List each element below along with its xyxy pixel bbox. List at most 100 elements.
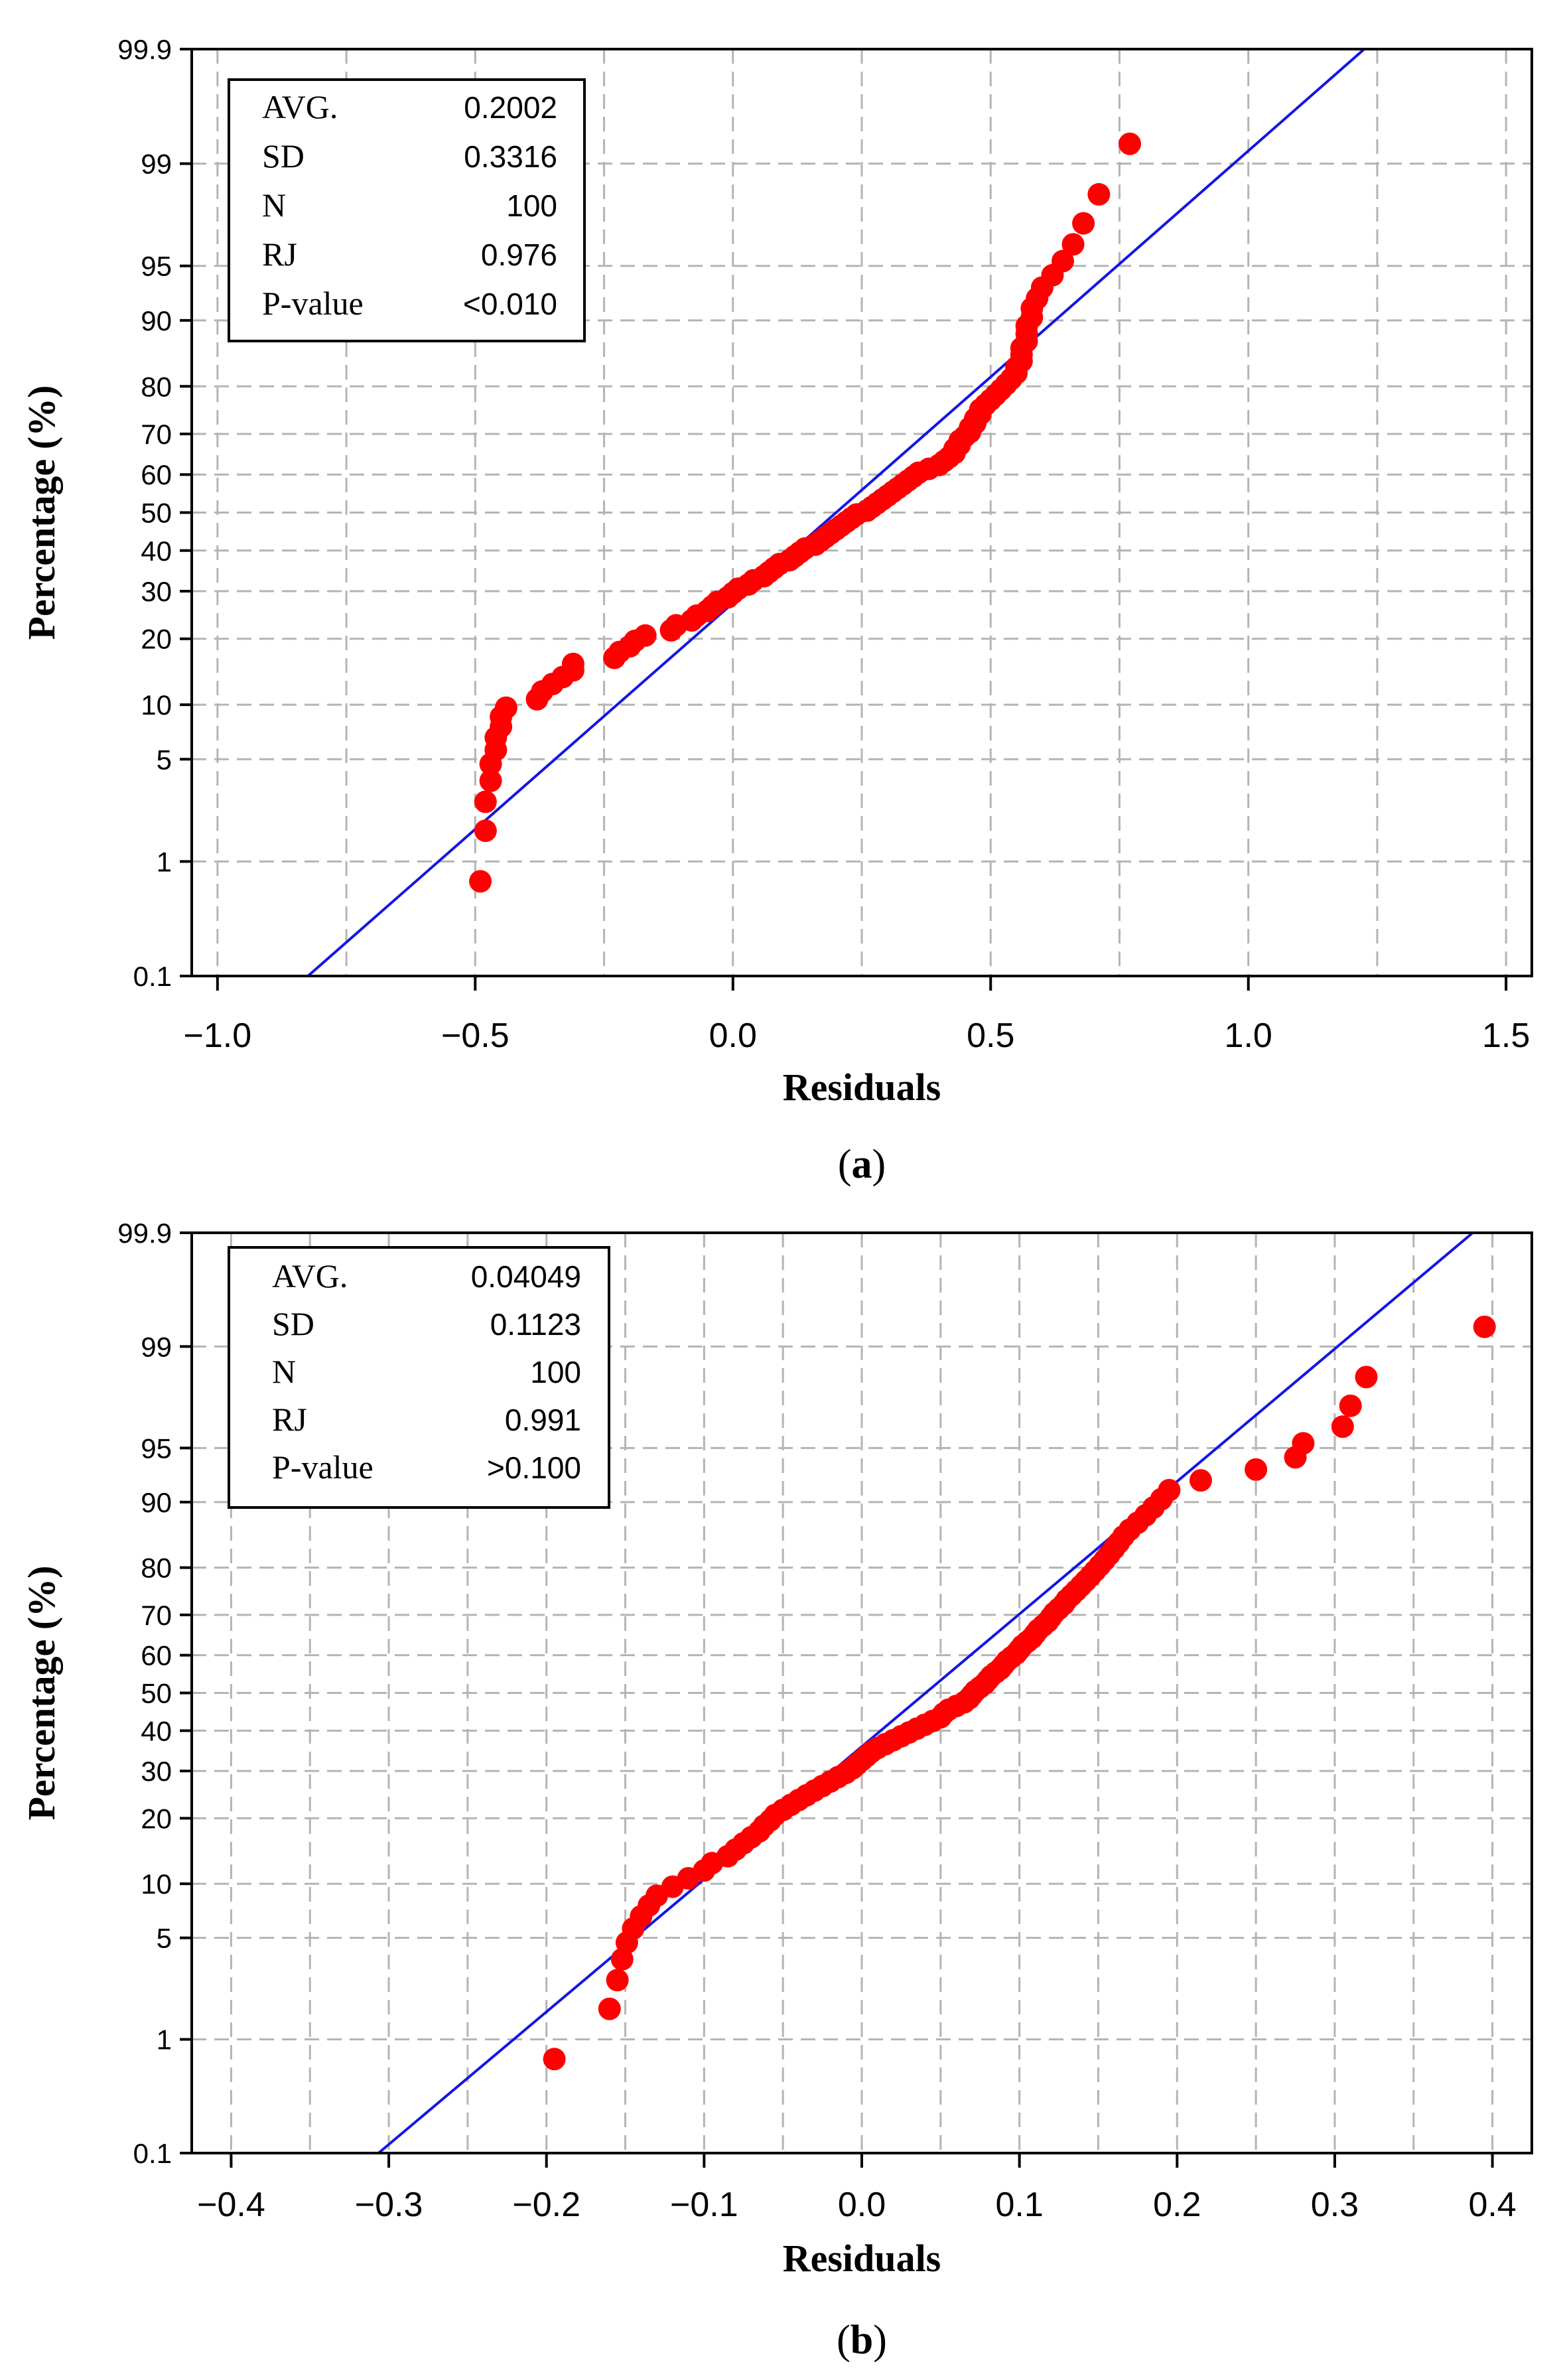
data-point [1339, 1394, 1362, 1417]
x-tick-label: 0.0 [709, 1016, 757, 1055]
y-tick-label: 90 [141, 1487, 172, 1518]
fit-line [377, 1233, 1474, 2153]
chart-panel-b: −0.4 −0.3 −0.2 −0.1 0.0 0.1 0.2 0.3 0.4 0.1 1 5 10 20… [20, 1218, 1533, 2363]
y-tick-label: 50 [141, 498, 172, 529]
data-point [1331, 1415, 1354, 1438]
data-point [561, 652, 584, 675]
stat-value: 100 [530, 1355, 581, 1389]
stat-label: SD [272, 1305, 314, 1342]
data-point [1355, 1365, 1378, 1389]
y-tick-label: 99.9 [117, 1218, 172, 1249]
y-tick-label: 5 [157, 1923, 172, 1954]
data-point [1061, 233, 1085, 256]
data-point [606, 1969, 629, 1992]
y-tick-label: 60 [141, 1640, 172, 1671]
y-tick-label: 10 [141, 1868, 172, 1900]
data-point [1158, 1478, 1181, 1502]
x-tick-label: −0.5 [441, 1016, 510, 1055]
x-tick-label: −0.4 [197, 2186, 265, 2224]
grid [192, 48, 1532, 977]
data-point [634, 624, 657, 647]
data-point [469, 870, 492, 893]
stat-value: 100 [506, 188, 557, 223]
y-tick-label: 99 [141, 149, 172, 180]
x-axis-label: Residuals [783, 2237, 941, 2280]
y-tick-label: 30 [141, 576, 172, 607]
stat-value: 0.3316 [464, 139, 557, 174]
stat-label: AVG. [272, 1257, 348, 1295]
y-tick-label: 20 [141, 1803, 172, 1834]
stat-value: 0.2002 [464, 90, 557, 125]
y-tick-label: 60 [141, 459, 172, 490]
data-point [1245, 1458, 1268, 1481]
data-point [1189, 1469, 1212, 1492]
y-tick-label: 95 [141, 1433, 172, 1464]
x-tick-label: 1.0 [1225, 1016, 1272, 1055]
x-tick-label: −1.0 [184, 1016, 252, 1055]
stat-value: 0.976 [481, 238, 557, 272]
x-tick-label: −0.3 [355, 2186, 423, 2224]
y-tick-label: 99 [141, 1331, 172, 1362]
y-tick-label: 70 [141, 419, 172, 450]
y-tick-label: 95 [141, 251, 172, 282]
y-tick-label: 80 [141, 1553, 172, 1584]
data-point [598, 1997, 621, 2020]
x-tick-label: 0.3 [1311, 2186, 1359, 2224]
data-points [543, 1315, 1496, 2071]
data-point [1292, 1432, 1315, 1455]
stats-box-frame [228, 78, 586, 342]
y-tick-label: 40 [141, 1715, 172, 1746]
y-tick-label: 50 [141, 1678, 172, 1709]
data-point [479, 769, 502, 792]
y-tick-label: 90 [141, 305, 172, 336]
data-point [543, 2048, 566, 2071]
data-point [474, 790, 497, 813]
y-tick-label: 70 [141, 1600, 172, 1631]
stat-value: 0.04049 [471, 1259, 581, 1294]
x-tick-label: 1.5 [1482, 1016, 1530, 1055]
y-tick-label: 80 [141, 371, 172, 402]
x-axis-label: Residuals [783, 1066, 941, 1109]
y-tick-label: 0.1 [133, 961, 172, 992]
x-tick-label: −0.1 [670, 2186, 738, 2224]
x-tick-label: 0.4 [1468, 2186, 1516, 2224]
data-point [1052, 249, 1074, 273]
data-point [1473, 1315, 1496, 1338]
stat-value: 0.991 [505, 1403, 581, 1437]
y-tick-label: 0.1 [133, 2138, 172, 2169]
x-tick-label: 0.5 [967, 1016, 1014, 1055]
x-tick-label: 0.1 [995, 2186, 1043, 2224]
data-point [494, 696, 517, 719]
data-point [1119, 132, 1141, 155]
stat-label: AVG. [262, 88, 338, 125]
stat-value: <0.010 [463, 287, 557, 321]
y-tick-label: 1 [157, 846, 172, 877]
y-axis-label: Percentage (%) [20, 1566, 63, 1821]
y-tick-label: 40 [141, 535, 172, 567]
stat-label: P-value [272, 1448, 374, 1486]
stat-label: SD [262, 137, 305, 175]
y-tick-label: 1 [157, 2024, 172, 2056]
data-point [474, 819, 497, 843]
stat-label: RJ [272, 1401, 307, 1438]
y-tick-label: 30 [141, 1756, 172, 1787]
x-tick-label: −0.2 [512, 2186, 580, 2224]
data-point [1072, 212, 1095, 235]
y-tick-label: 99.9 [117, 34, 172, 65]
stat-value: >0.100 [487, 1450, 581, 1485]
stat-value: 0.1123 [490, 1307, 581, 1342]
y-axis-label: Percentage (%) [20, 385, 63, 640]
y-tick-label: 20 [141, 624, 172, 655]
data-points [469, 132, 1141, 893]
stats-box: AVG. 0.2002 SD 0.3316 N 100 RJ 0.976 P-value <0.0… [228, 78, 586, 342]
stat-label: P-value [262, 285, 364, 322]
stats-box-frame [228, 1246, 610, 1509]
stat-label: RJ [262, 236, 297, 273]
x-tick-label: 0.2 [1153, 2186, 1201, 2224]
stat-label: N [272, 1353, 296, 1390]
panel-label: (b) [837, 2318, 887, 2363]
stat-label: N [262, 186, 286, 224]
panel-label: (a) [838, 1142, 886, 1187]
chart-panel-a: −1.0 −0.5 0.0 0.5 1.0 1.5 0.1 1 5 10 20 30 40 50 60 70 8… [20, 34, 1533, 1187]
